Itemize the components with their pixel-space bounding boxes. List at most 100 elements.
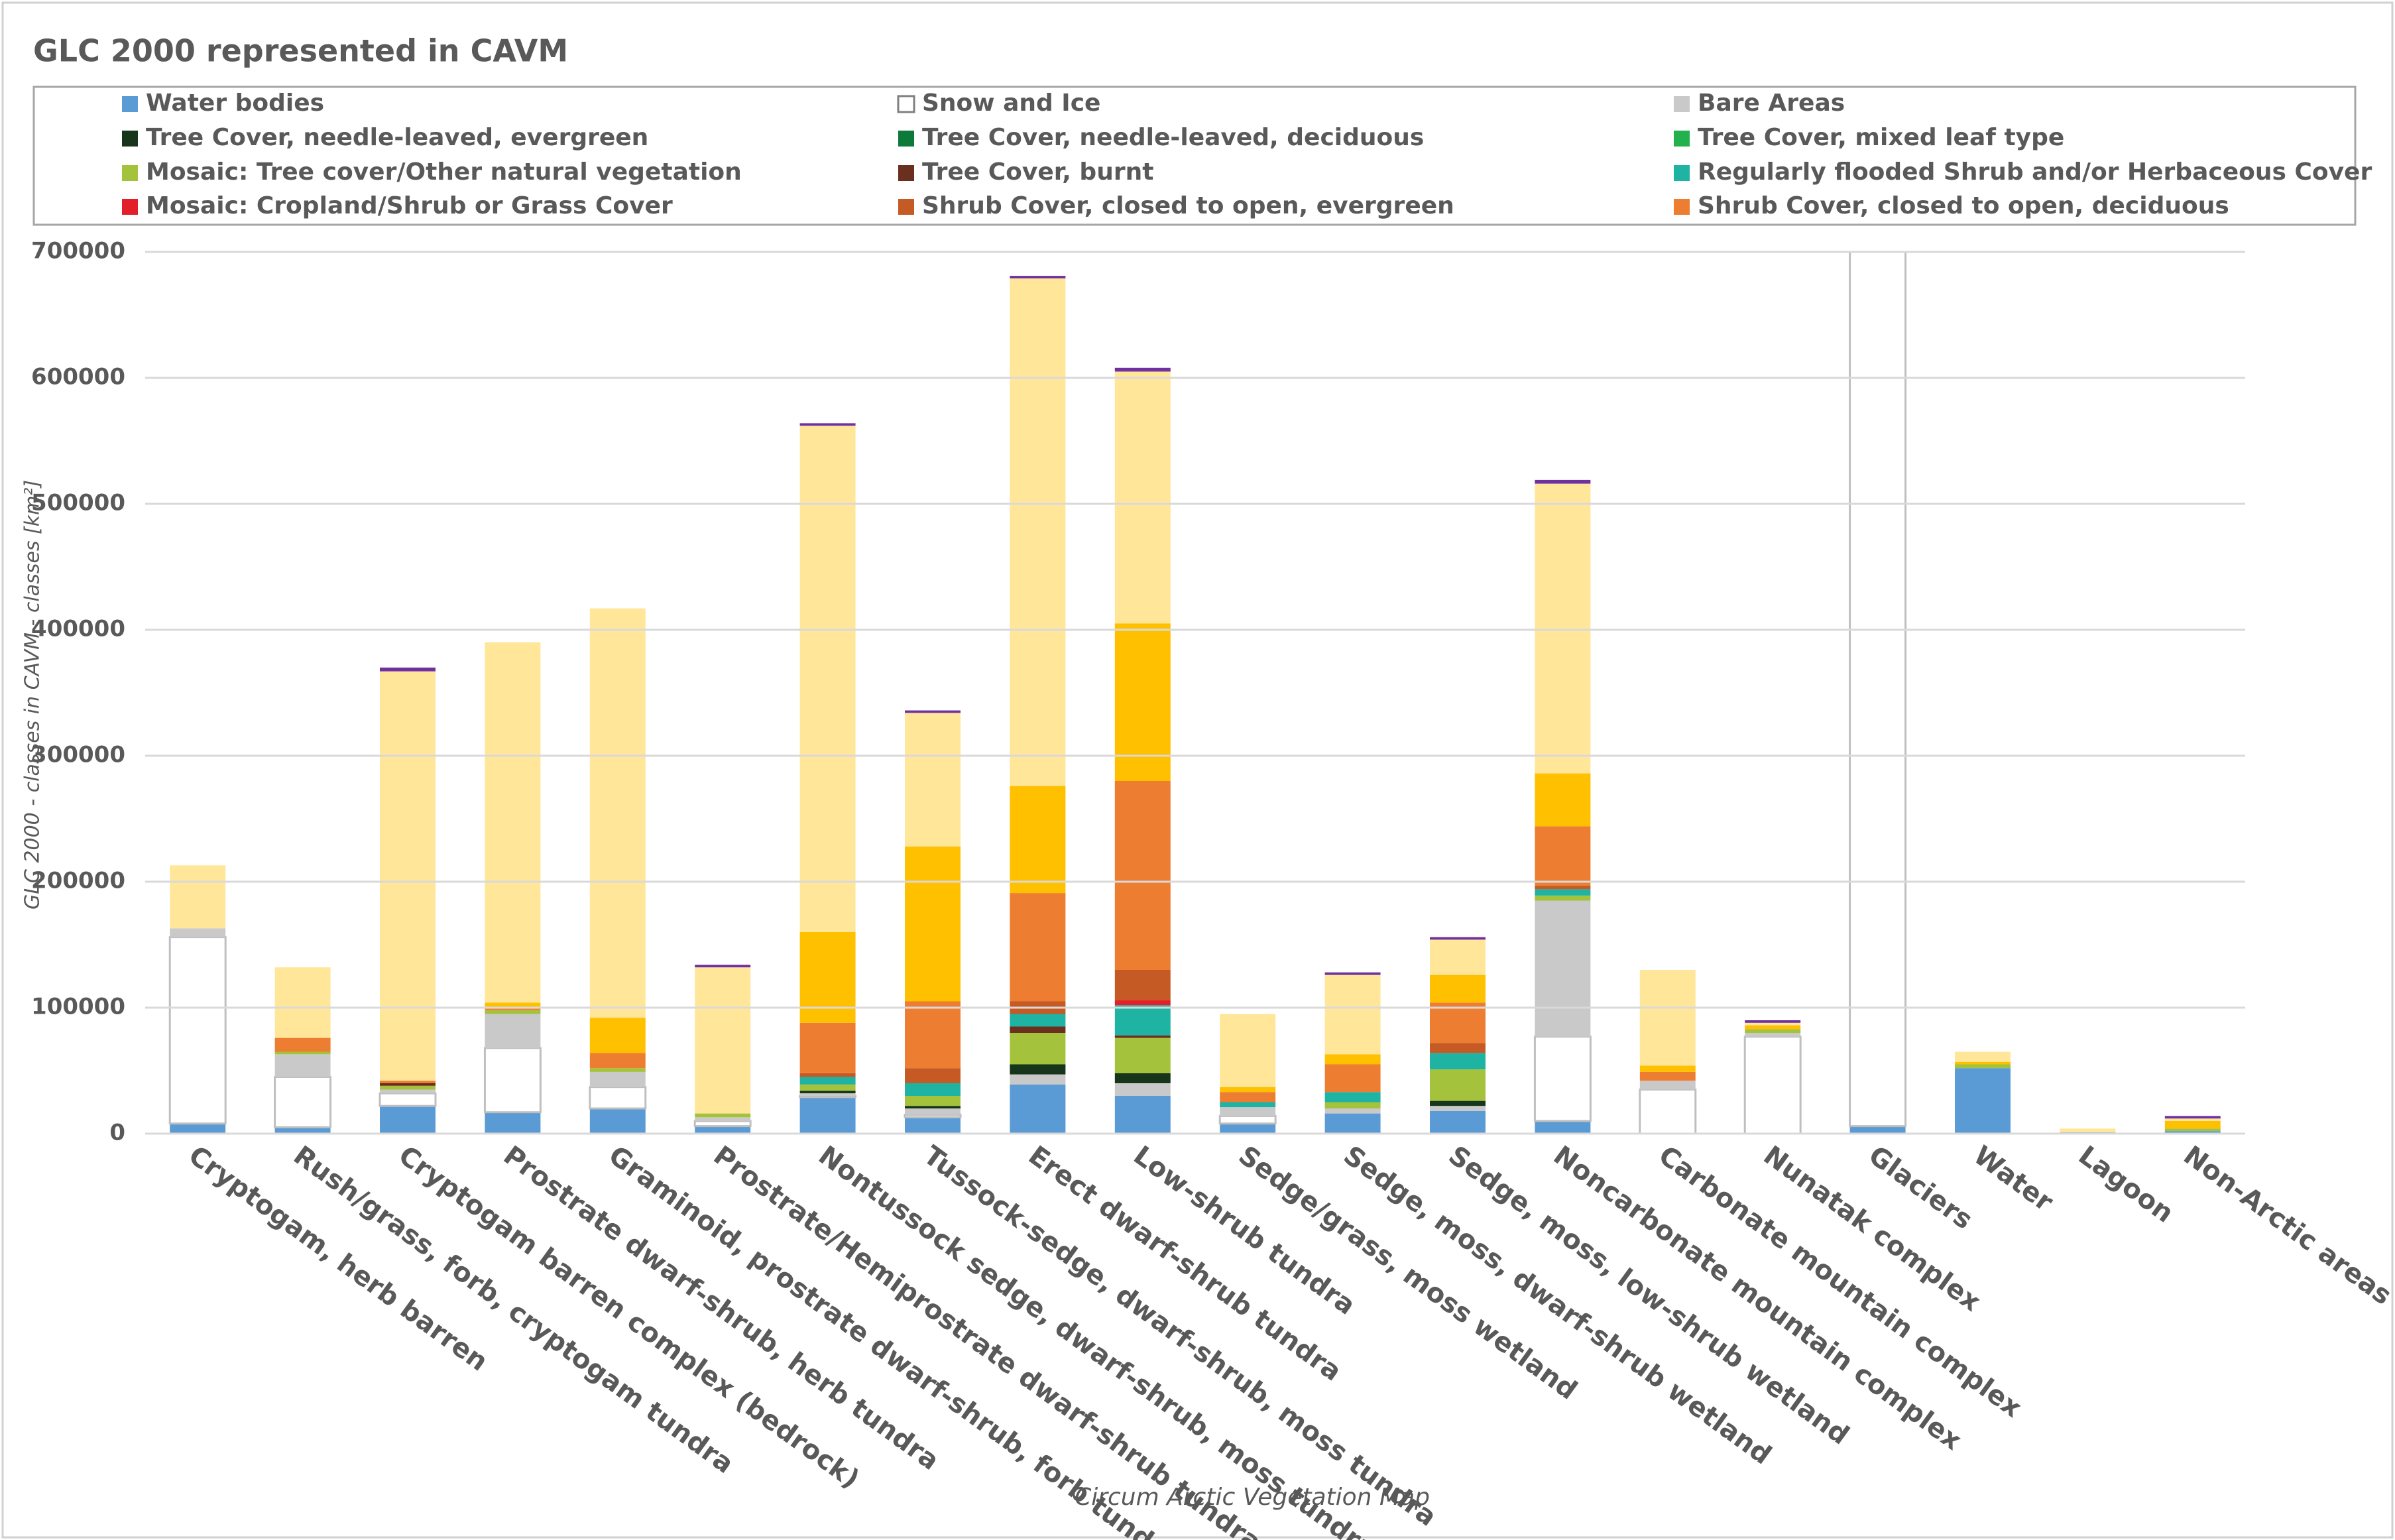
bar-segment <box>1114 371 1171 624</box>
bar-segment <box>1218 1114 1277 1125</box>
bar-segment <box>1324 972 1381 975</box>
legend-swatch <box>122 199 138 215</box>
bar-segment <box>1220 1014 1276 1087</box>
bar-segment <box>2164 1121 2221 1129</box>
bar-segment <box>1849 1126 1906 1134</box>
bar-segment <box>1533 1036 1592 1122</box>
bar-segment <box>1535 885 1591 890</box>
bar-segment <box>1220 1087 1276 1093</box>
bar-segment <box>485 1014 541 1048</box>
bar-segment <box>170 865 226 929</box>
bar-segment <box>1535 1121 1591 1134</box>
bar-segment <box>1535 895 1591 901</box>
legend-label: Regularly flooded Shrub and/or Herbaceou… <box>1698 158 2372 186</box>
bar-segment <box>1010 1026 1066 1033</box>
bar-segment <box>1639 1071 1696 1081</box>
bar-segment <box>695 1113 751 1118</box>
bar-segment <box>1010 1064 1066 1075</box>
bar-segment <box>1535 900 1591 1037</box>
legend-label: Mosaic: Cropland/Shrub or Grass Cover <box>146 192 673 219</box>
bar-segment <box>274 1037 331 1052</box>
bar-segment <box>1010 1074 1066 1085</box>
bar-segment <box>905 710 961 713</box>
bar-segment <box>1745 1029 1801 1033</box>
bar-segment <box>589 1071 646 1087</box>
bar-segment <box>1324 1064 1381 1093</box>
y-tick-label: 700000 <box>31 238 125 265</box>
bar-segment <box>1430 1069 1486 1101</box>
bar-segment <box>2060 1128 2116 1133</box>
plot-area <box>168 252 2221 1135</box>
bar-segment <box>799 423 856 426</box>
y-tick-label: 600000 <box>31 364 125 390</box>
bar-segment <box>905 1068 961 1083</box>
legend-label: Tree Cover, needle-leaved, deciduous <box>922 124 1424 151</box>
bar-segment <box>1220 1123 1276 1134</box>
y-tick-label: 200000 <box>31 868 125 894</box>
bar-segment <box>799 1096 856 1134</box>
bar-segment <box>905 713 961 847</box>
bar-segment <box>695 965 751 968</box>
bar-segment <box>2164 1131 2221 1134</box>
legend-label: Snow and Ice <box>922 89 1100 117</box>
bar-segment <box>483 1047 542 1114</box>
legend-swatch <box>1674 199 1690 215</box>
bar-segment <box>1220 1107 1276 1116</box>
bar-segment <box>799 426 856 932</box>
bar-segment <box>799 1073 856 1077</box>
bar-segment <box>905 1117 961 1134</box>
bar-segment <box>2164 1128 2221 1132</box>
bar-segment <box>799 932 856 1023</box>
bar-segment <box>1114 1000 1171 1006</box>
bar-segment <box>1745 1022 1801 1026</box>
bar-segment <box>589 1018 646 1053</box>
bar-segment <box>1430 1110 1486 1134</box>
bar-segment <box>1010 786 1066 894</box>
bar-segment <box>380 1106 436 1134</box>
bar-segment <box>905 1106 961 1108</box>
legend-label: Bare Areas <box>1698 89 1845 117</box>
bar-segment <box>1430 1043 1486 1053</box>
bar-segment <box>1010 1014 1066 1027</box>
bar-segment <box>1535 483 1591 774</box>
bar-segment <box>485 1008 541 1010</box>
bar-segment <box>799 1084 856 1091</box>
bar-segment <box>799 1091 856 1094</box>
x-axis-title: Circum Arctic Vegetation Map <box>1075 1484 1430 1511</box>
bar-segment <box>379 1092 437 1107</box>
bar-segment <box>1430 939 1486 975</box>
bar-segment <box>2164 1118 2221 1121</box>
legend-swatch <box>898 131 914 147</box>
legend-label: Water bodies <box>146 89 324 117</box>
bar-segment <box>1010 1033 1066 1065</box>
bar-segment <box>1220 1092 1276 1102</box>
bar-segment <box>2164 1116 2221 1119</box>
bar-segment <box>799 1077 856 1085</box>
bar-segment <box>274 1127 331 1134</box>
bar-segment <box>1955 1051 2011 1062</box>
chart-title: GLC 2000 represented in CAVM <box>33 33 568 69</box>
legend-swatch <box>898 199 914 215</box>
bar-segment <box>1324 1054 1381 1065</box>
y-tick-label: 500000 <box>31 490 125 516</box>
bar-segment <box>1324 975 1381 1055</box>
bar-segment <box>693 1120 752 1128</box>
legend-label: Mosaic: Tree cover/Other natural vegetat… <box>146 158 742 186</box>
bar-segment <box>1010 276 1066 278</box>
bar-segment <box>1114 781 1171 970</box>
bar-segment <box>589 1068 646 1072</box>
bar-segment <box>380 1083 436 1086</box>
bar-segment <box>1114 1073 1171 1083</box>
bar-segment <box>589 608 646 1018</box>
y-tick-label: 300000 <box>31 742 125 768</box>
bar-segment <box>1430 1053 1486 1070</box>
bar-segment <box>1430 937 1486 940</box>
y-axis-title: GLC 2000 - classes in CAVM - classes [km… <box>21 480 44 910</box>
bar-segment <box>485 642 541 1003</box>
legend-label: Tree Cover, burnt <box>922 158 1153 186</box>
bar-segment <box>904 1114 962 1118</box>
bar-segment <box>905 1001 961 1069</box>
bar-segment <box>1114 367 1171 372</box>
